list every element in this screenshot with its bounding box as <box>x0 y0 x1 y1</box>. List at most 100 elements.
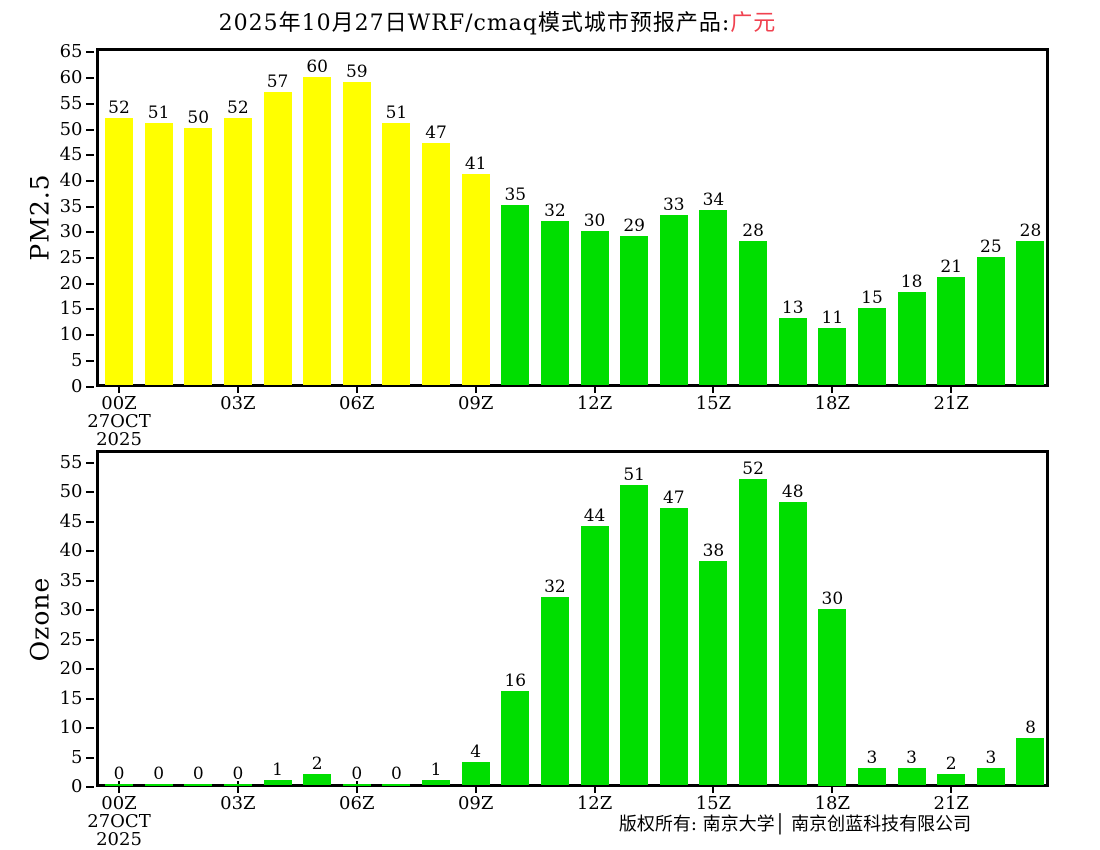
bar-value-label: 25 <box>980 236 1002 257</box>
y-tick-label: 25 <box>59 628 83 650</box>
bar-value-label: 52 <box>227 97 249 118</box>
x-tick <box>712 380 715 393</box>
y-tick <box>86 550 94 552</box>
bar <box>620 235 649 385</box>
bar <box>778 502 807 786</box>
bar-value-label: 30 <box>821 588 844 609</box>
bar <box>223 784 252 786</box>
bar-value-label: 28 <box>1019 221 1042 242</box>
y-tick <box>86 308 94 311</box>
y-tick-label: 15 <box>59 298 83 320</box>
x-tick <box>593 380 596 393</box>
bar-value-label: 47 <box>425 123 447 144</box>
bar-value-label: 32 <box>544 200 566 221</box>
bar-value-label: 16 <box>504 671 527 692</box>
bar-value-label: 28 <box>742 221 764 242</box>
y-tick-label: 40 <box>59 540 83 561</box>
bar <box>422 779 451 786</box>
bar <box>1016 241 1045 385</box>
bar-value-label: 57 <box>266 72 289 93</box>
y-tick <box>86 128 94 131</box>
bar-value-label: 51 <box>385 102 408 123</box>
x-tick <box>593 781 596 793</box>
bar-value-label: 59 <box>345 61 368 82</box>
y-tick-label: 45 <box>59 510 83 532</box>
y-tick-label: 15 <box>59 687 83 709</box>
y-tick-label: 30 <box>59 221 83 243</box>
bar-value-label: 11 <box>821 308 844 329</box>
bar <box>144 784 173 786</box>
x-tick-label: 18Z <box>814 392 851 414</box>
bar-value-label: 47 <box>662 488 685 509</box>
x-tick <box>950 380 953 393</box>
y-tick-label: 20 <box>59 272 83 294</box>
bar <box>739 478 768 786</box>
y-tick <box>86 334 94 337</box>
y-tick <box>86 520 94 523</box>
y-tick-label: 35 <box>59 195 83 217</box>
x-tick-label: 09Z <box>457 392 494 414</box>
bar <box>184 128 213 385</box>
y-tick <box>86 786 94 788</box>
bar-value-label: 60 <box>306 56 328 77</box>
bar <box>857 767 886 786</box>
x-tick <box>118 380 120 393</box>
bar <box>342 81 371 385</box>
x-tick <box>236 781 239 793</box>
y-tick <box>86 579 94 582</box>
bar-value-label: 18 <box>900 272 923 293</box>
bar-value-label: 32 <box>544 576 566 597</box>
y-tick <box>86 756 94 759</box>
bar-value-label: 0 <box>390 764 402 784</box>
x-tick-label: 00Z <box>101 793 137 814</box>
bar <box>937 277 966 385</box>
x-tick-label: 15Z <box>695 392 732 414</box>
y-tick <box>86 205 94 208</box>
bar <box>937 773 966 786</box>
bar <box>501 205 530 385</box>
bar <box>659 508 688 786</box>
bar-value-label: 4 <box>470 741 482 762</box>
bar-value-label: 2 <box>945 753 957 774</box>
bar <box>382 122 411 385</box>
bar <box>976 256 1005 385</box>
x-axis-date-label: 2025 <box>96 829 142 850</box>
bar <box>540 220 569 385</box>
bar <box>263 92 292 385</box>
y-tick-label: 0 <box>71 776 83 797</box>
y-tick-label: 30 <box>59 599 83 620</box>
bar-value-label: 1 <box>430 759 442 780</box>
bar-value-label: 3 <box>985 747 997 768</box>
x-axis-date-label: 27OCT <box>87 811 151 832</box>
y-tick <box>86 385 94 388</box>
x-tick <box>355 781 358 793</box>
copyright-text: 版权所有: 南京大学│ 南京创蓝科技有限公司 <box>618 814 972 835</box>
x-tick <box>950 781 953 793</box>
bar-value-label: 0 <box>153 764 165 784</box>
bar <box>461 174 490 385</box>
bar <box>580 230 609 385</box>
bar <box>422 143 451 385</box>
y-tick-label: 0 <box>71 375 83 397</box>
bar <box>342 784 371 786</box>
bar-value-label: 52 <box>108 97 130 118</box>
y-tick <box>86 638 94 641</box>
x-tick <box>474 781 477 793</box>
bar <box>580 525 609 786</box>
bar-value-label: 33 <box>662 195 685 216</box>
bar <box>184 784 213 786</box>
x-axis-date-label: 27OCT <box>87 410 151 432</box>
y-tick-label: 55 <box>59 92 83 114</box>
bar-value-label: 35 <box>504 185 527 206</box>
bar-value-label: 21 <box>940 257 963 278</box>
bar <box>778 318 807 385</box>
bar-value-label: 34 <box>702 190 725 211</box>
bar-value-label: 15 <box>861 287 883 308</box>
bar-value-label: 48 <box>781 482 804 503</box>
y-tick <box>86 697 94 700</box>
y-tick-label: 55 <box>59 451 83 473</box>
y-tick-label: 10 <box>59 717 83 738</box>
y-tick <box>86 727 94 729</box>
